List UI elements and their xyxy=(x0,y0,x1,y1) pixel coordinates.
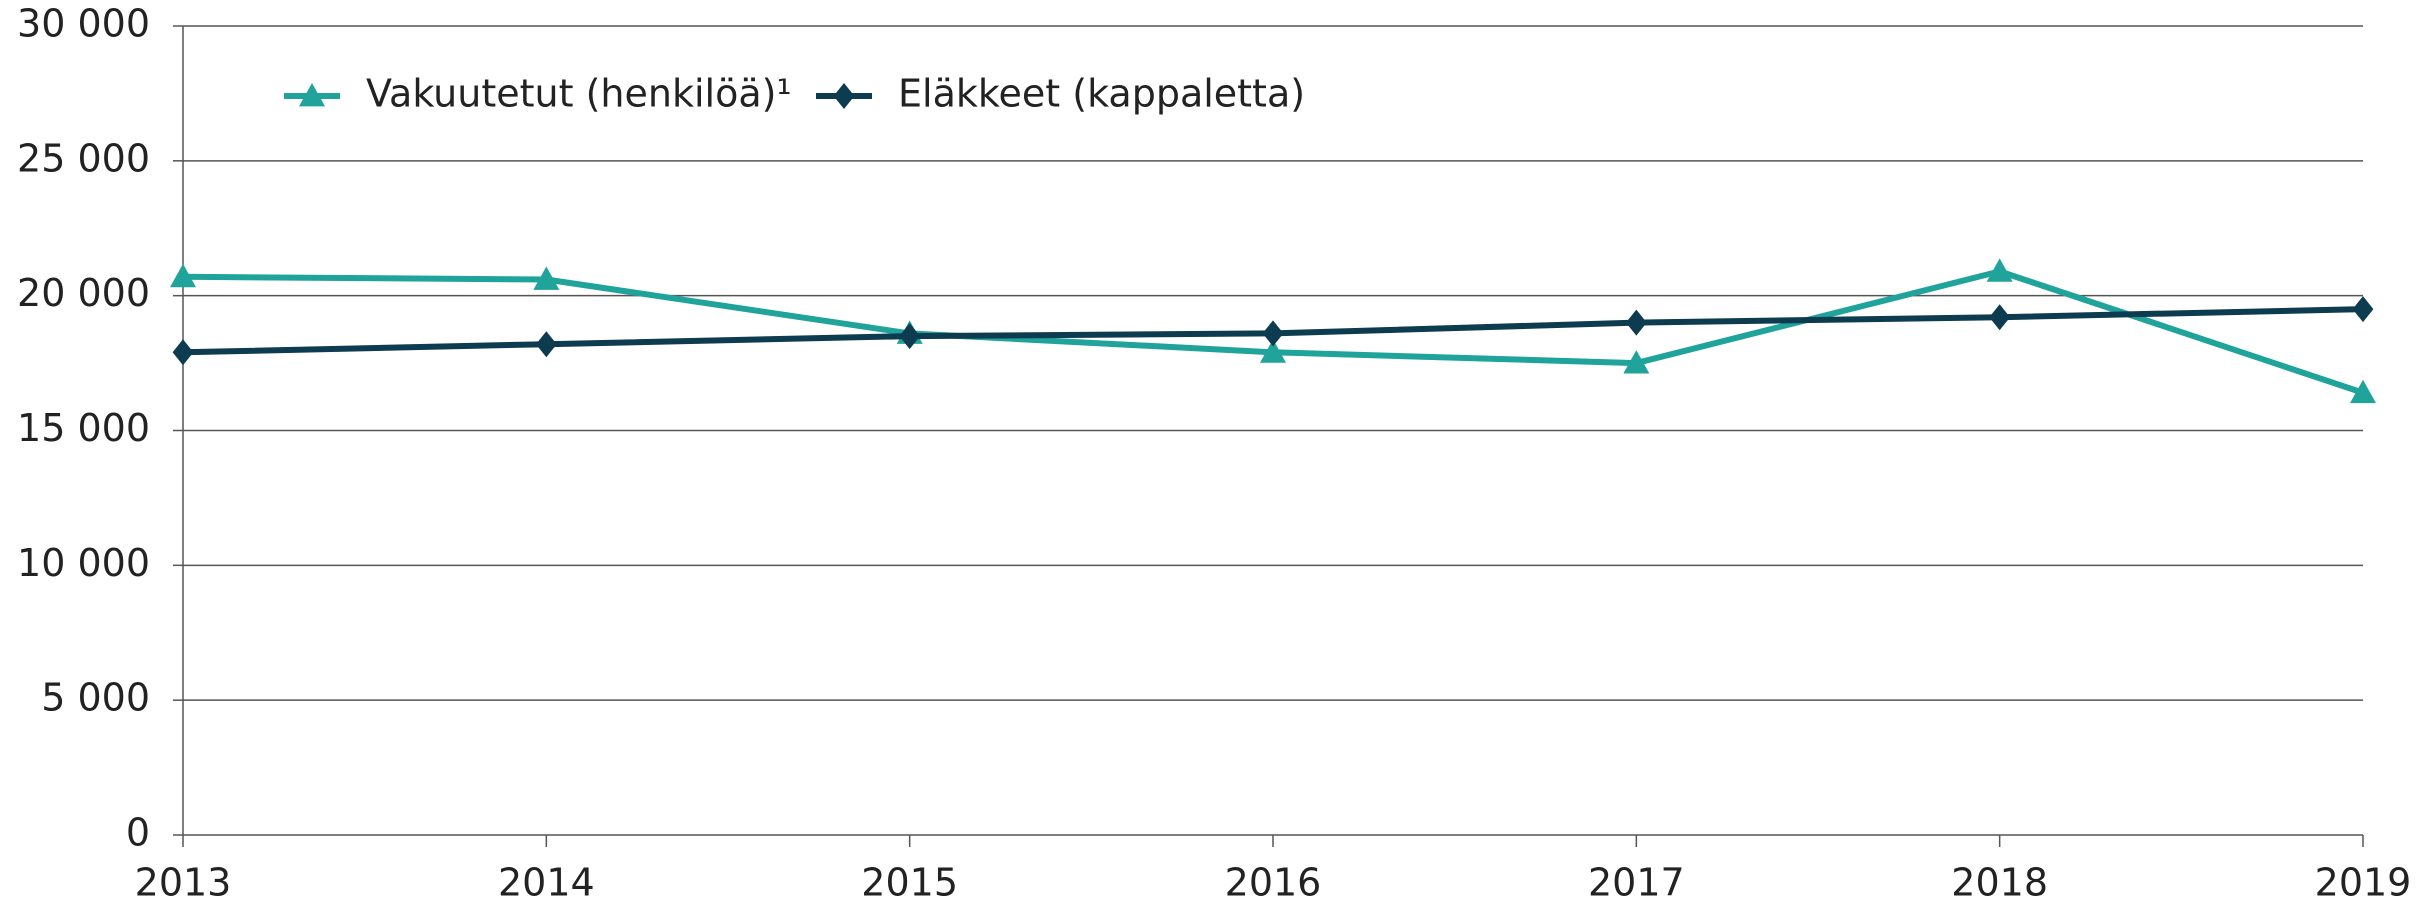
point xyxy=(170,263,196,288)
y-tick-label: 25 000 xyxy=(17,136,150,180)
x-tick-label: 2017 xyxy=(1588,861,1685,897)
x-tick-label: 2014 xyxy=(498,861,595,897)
legend-marker xyxy=(833,83,855,109)
y-tick-label: 15 000 xyxy=(17,406,150,450)
point xyxy=(2352,296,2374,323)
point xyxy=(899,323,921,350)
point xyxy=(1625,309,1647,336)
y-tick-label: 10 000 xyxy=(17,541,150,585)
x-tick-label: 2018 xyxy=(1951,861,2048,897)
y-tick-label: 20 000 xyxy=(17,271,150,315)
legend-label: Vakuutetut (henkilöä)¹ xyxy=(366,72,792,116)
point xyxy=(1262,320,1284,347)
point xyxy=(1986,258,2013,282)
x-tick-label: 2019 xyxy=(2315,861,2412,897)
x-tick-label: 2015 xyxy=(861,861,958,897)
point xyxy=(2350,379,2376,404)
legend-marker xyxy=(299,83,325,107)
y-tick-label: 30 000 xyxy=(17,2,150,46)
y-tick-label: 5 000 xyxy=(41,676,150,720)
point xyxy=(1623,350,1650,374)
point xyxy=(535,331,557,358)
x-tick-label: 2013 xyxy=(135,861,232,897)
y-tick-label: 0 xyxy=(126,811,150,855)
point xyxy=(1989,304,2011,331)
point xyxy=(1260,339,1286,363)
legend-label: Eläkkeet (kappaletta) xyxy=(898,72,1305,116)
point xyxy=(172,339,194,366)
x-tick-label: 2016 xyxy=(1225,861,1322,897)
point xyxy=(533,266,560,290)
